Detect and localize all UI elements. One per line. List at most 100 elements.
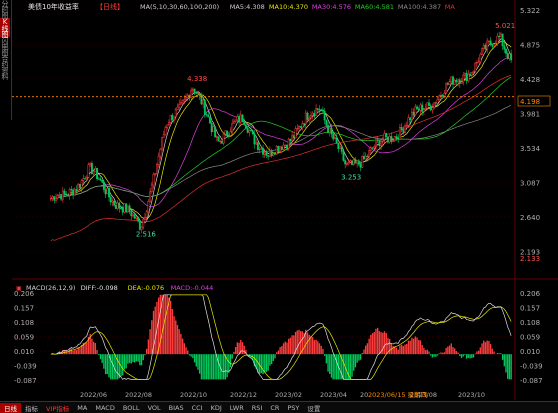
candle-body xyxy=(215,136,218,138)
indicator-tab[interactable]: VOL xyxy=(147,403,161,412)
ma30-line xyxy=(50,55,512,208)
candle-body xyxy=(55,197,57,201)
candle-body xyxy=(144,217,146,220)
candle-body xyxy=(390,136,393,142)
candle-body xyxy=(169,114,172,123)
candle-body xyxy=(111,200,114,203)
date-tick-label: 2023/02 xyxy=(275,391,302,399)
candle-body xyxy=(56,195,59,199)
candle-body xyxy=(433,102,436,109)
ma-legend-item: MA60:4.581 xyxy=(355,3,394,11)
candle-body xyxy=(304,112,307,125)
macd-tick-label: 0.206 xyxy=(520,290,541,298)
candle-body xyxy=(498,35,501,37)
candle-body xyxy=(446,83,449,85)
side-tab-intraday[interactable]: 分时图 xyxy=(1,0,9,18)
side-tab-kline[interactable]: K线图 xyxy=(0,18,10,37)
indicator-tab[interactable]: MA xyxy=(77,403,88,412)
candle-body xyxy=(369,147,372,151)
indicator-tab[interactable]: BOLL xyxy=(122,403,140,412)
candle-body xyxy=(419,104,422,111)
candle-body xyxy=(508,53,511,59)
price-tick-label: 3.087 xyxy=(520,179,540,187)
indicator-tab[interactable]: CCI xyxy=(191,403,203,412)
candle-body xyxy=(398,127,401,140)
candle-body xyxy=(190,89,193,98)
candle-body xyxy=(256,142,259,150)
last-price-tag: 4.198 xyxy=(520,98,540,106)
candle-body xyxy=(173,116,175,121)
candle-body xyxy=(375,139,377,147)
candle-body xyxy=(344,160,347,165)
candle-body xyxy=(120,207,122,210)
candle-body xyxy=(486,40,489,50)
candle-body xyxy=(68,189,71,196)
candle-body xyxy=(159,148,162,157)
candle-body xyxy=(428,102,430,106)
indicator-tab[interactable]: CR xyxy=(270,403,280,412)
macd-settings-icon[interactable]: ▣ xyxy=(16,285,22,292)
candle-body xyxy=(421,104,424,112)
candle-body xyxy=(354,159,357,164)
indicator-tab[interactable]: RSI xyxy=(251,403,263,412)
side-tab-bar: 分时图 K线图 闪电图 合约资料 xyxy=(0,0,12,120)
candle-body xyxy=(337,142,340,150)
indicator-tab[interactable]: PSY xyxy=(287,403,300,412)
candle-body xyxy=(203,99,206,115)
candle-body xyxy=(150,184,153,192)
indicator-tab[interactable]: KDJ xyxy=(210,403,222,412)
indicator-tab[interactable]: LWR xyxy=(229,403,244,412)
indicator-tab[interactable]: 设置 xyxy=(307,404,321,413)
candle-body xyxy=(368,150,371,157)
candle-body xyxy=(291,135,294,142)
candle-body xyxy=(253,133,256,145)
candle-body xyxy=(161,137,164,150)
candle-body xyxy=(345,163,348,165)
candle-body xyxy=(496,35,499,44)
candle-body xyxy=(332,133,335,140)
candle-body xyxy=(481,48,483,55)
candle-body xyxy=(342,151,345,161)
instrument-title: 美债10年收益率 xyxy=(28,2,79,11)
candle-body xyxy=(328,127,331,133)
indicator-tab[interactable]: 日线 xyxy=(0,402,21,413)
candle-body xyxy=(450,76,453,83)
macd-legend-item: MACD:-0.044 xyxy=(171,284,214,292)
price-tick-label: 3.981 xyxy=(520,110,540,118)
price-tick-label: 4.875 xyxy=(520,41,540,49)
candle-body xyxy=(347,162,350,165)
indicator-tab[interactable]: 指标 xyxy=(25,404,38,413)
candle-body xyxy=(176,106,179,111)
candle-body xyxy=(152,173,155,186)
candle-body xyxy=(96,168,98,180)
indicator-tab[interactable]: VIP指标 xyxy=(46,404,70,413)
candle-body xyxy=(335,137,338,144)
side-tab-contract[interactable]: 合约资料 xyxy=(1,55,9,79)
candle-body xyxy=(106,188,109,195)
candle-body xyxy=(499,33,502,37)
price-tick-label: 2.193 xyxy=(520,248,540,256)
candle-body xyxy=(505,48,507,54)
candle-body xyxy=(417,108,420,111)
candle-body xyxy=(470,72,473,76)
indicator-tab[interactable]: MACD xyxy=(95,403,115,412)
candle-body xyxy=(178,103,181,108)
candle-body xyxy=(351,160,353,165)
candle-body xyxy=(77,183,80,192)
candle-body xyxy=(412,111,415,116)
candle-body xyxy=(138,220,141,230)
period-label[interactable]: 【日线】 xyxy=(96,2,124,11)
candle-body xyxy=(405,125,408,127)
candle-body xyxy=(323,110,326,121)
candle-body xyxy=(460,81,463,84)
price-tick-label: 5.322 xyxy=(520,7,540,15)
indicator-tab[interactable]: BIAS xyxy=(168,403,184,412)
candle-body xyxy=(356,160,359,164)
candle-body xyxy=(210,123,213,133)
side-tab-flash[interactable]: 闪电图 xyxy=(1,37,9,55)
candle-body xyxy=(436,99,439,104)
candle-body xyxy=(104,189,107,195)
candle-body xyxy=(147,201,150,212)
candle-body xyxy=(440,94,442,97)
